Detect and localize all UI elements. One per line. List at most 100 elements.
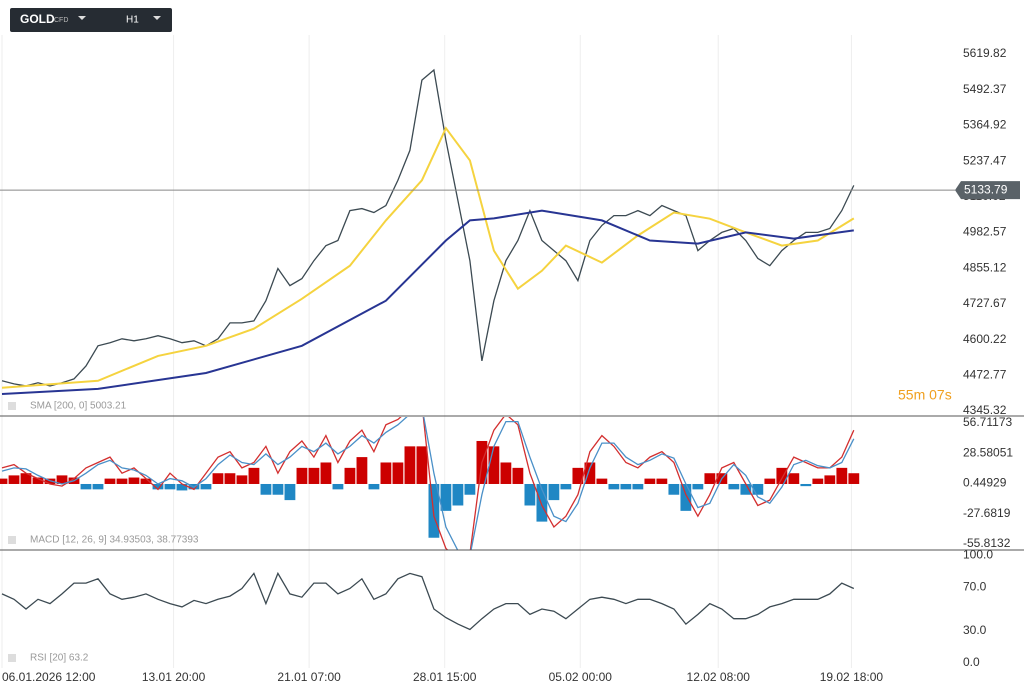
histogram-bar — [800, 483, 812, 487]
histogram-bar — [368, 483, 380, 490]
histogram-bar — [764, 478, 776, 484]
histogram-bar — [236, 475, 248, 484]
histogram-bar — [320, 462, 332, 484]
histogram-bar — [80, 483, 92, 490]
histogram-bar — [548, 483, 560, 501]
histogram-bar — [404, 446, 416, 484]
histogram-bar — [776, 467, 788, 484]
histogram-bar — [644, 478, 656, 484]
histogram-bar — [296, 467, 308, 484]
histogram-bar — [56, 475, 68, 484]
dropdown-arrow — [78, 16, 86, 20]
candle-countdown: 55m 07s — [898, 387, 952, 403]
histogram-bar — [356, 457, 368, 484]
indicator-icon — [8, 654, 16, 662]
y-tick-label: 4472.77 — [963, 367, 1007, 381]
histogram-bar — [20, 473, 32, 484]
histogram-bar — [728, 483, 740, 490]
histogram-bar — [524, 483, 536, 506]
histogram-bar — [848, 473, 860, 484]
histogram-bar — [260, 483, 272, 495]
series-line — [1, 417, 855, 550]
histogram-bar — [152, 483, 164, 490]
label-layer: 5619.825492.375364.925237.475110.024982.… — [2, 46, 1020, 684]
x-tick-label: 21.01 07:00 — [277, 670, 341, 684]
histogram-bar — [680, 483, 692, 511]
histogram-bar — [140, 478, 152, 484]
series-line — [1, 126, 855, 389]
dropdown-arrow — [153, 16, 161, 20]
current-price-tag — [955, 181, 1020, 200]
histogram-bar — [92, 483, 104, 490]
histogram-bar — [584, 462, 596, 484]
histogram-bar — [464, 483, 476, 495]
selector-box — [10, 8, 172, 32]
histogram-bar — [176, 483, 188, 491]
mark-layer — [0, 68, 955, 631]
y-tick-label: 56.71173 — [963, 415, 1012, 429]
histogram-bar — [212, 473, 224, 484]
y-tick-label: 28.58051 — [963, 445, 1013, 459]
legend-entry: SMA [200, 0] 5003.21 — [30, 401, 127, 412]
histogram-bar — [812, 478, 824, 484]
x-tick-label: 05.02 00:00 — [549, 670, 613, 684]
x-tick-label: 06.01.2026 12:00 — [2, 670, 96, 684]
histogram-bar — [224, 473, 236, 484]
instrument-type: CFD — [54, 17, 68, 24]
histogram-bar — [656, 478, 668, 484]
histogram-bar — [512, 467, 524, 484]
x-tick-label: 13.01 20:00 — [142, 670, 206, 684]
indicator-icon — [8, 536, 16, 544]
histogram-bar — [692, 483, 704, 490]
instrument-selector[interactable]: GOLD CFD H1 — [10, 8, 172, 32]
histogram-bar — [836, 467, 848, 484]
histogram-bar — [500, 462, 512, 484]
histogram-bar — [272, 483, 284, 495]
y-tick-label: 4982.57 — [963, 225, 1007, 239]
histogram-bar — [572, 467, 584, 484]
legend-icon — [8, 402, 16, 410]
histogram-bar — [0, 478, 8, 484]
histogram-bar — [620, 483, 632, 490]
histogram-bar — [704, 473, 716, 484]
series-line — [1, 68, 855, 387]
histogram-bar — [308, 467, 320, 484]
symbol: GOLD — [20, 12, 55, 26]
histogram-bar — [8, 475, 20, 484]
histogram-bar — [392, 462, 404, 484]
histogram-bar — [32, 477, 44, 484]
y-tick-label: 5619.82 — [963, 46, 1007, 60]
histogram-bar — [104, 478, 116, 484]
x-tick-label: 28.01 15:00 — [413, 670, 477, 684]
histogram-bar — [788, 473, 800, 484]
x-tick-label: 12.02 08:00 — [687, 670, 751, 684]
y-tick-label: 5492.37 — [963, 82, 1007, 96]
histogram-bar — [560, 483, 572, 490]
y-tick-label: -55.8132 — [963, 536, 1011, 550]
series-line — [1, 571, 855, 631]
histogram-bar — [344, 467, 356, 484]
y-tick-label: 70.0 — [963, 580, 987, 594]
histogram-bar — [332, 483, 344, 490]
histogram-bar — [668, 483, 680, 495]
y-tick-label: 100.0 — [963, 547, 993, 561]
indicator-title: RSI [20] 63.2 — [30, 653, 89, 664]
y-tick-label: 4855.12 — [963, 260, 1007, 274]
y-tick-label: 4345.32 — [963, 403, 1007, 417]
series-line — [1, 209, 854, 395]
y-tick-label: 4727.67 — [963, 296, 1007, 310]
y-tick-label: 4600.22 — [963, 332, 1007, 346]
y-tick-label: -27.6819 — [963, 506, 1011, 520]
histogram-bar — [452, 483, 464, 506]
x-tick-label: 19.02 18:00 — [820, 670, 884, 684]
histogram-bar — [128, 477, 140, 484]
y-tick-label: 0.44929 — [963, 476, 1007, 490]
histogram-bar — [116, 478, 128, 484]
histogram-bar — [596, 478, 608, 484]
y-tick-label: 5364.92 — [963, 118, 1007, 132]
histogram-bar — [164, 483, 176, 490]
histogram-bar — [608, 483, 620, 490]
histogram-bar — [824, 475, 836, 484]
indicator-title: MACD [12, 26, 9] 34.93503, 38.77393 — [30, 535, 199, 546]
